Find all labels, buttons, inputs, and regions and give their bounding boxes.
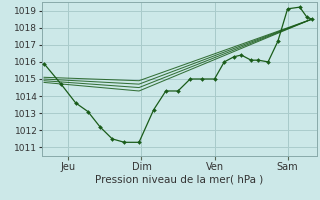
X-axis label: Pression niveau de la mer( hPa ): Pression niveau de la mer( hPa )	[95, 174, 263, 184]
